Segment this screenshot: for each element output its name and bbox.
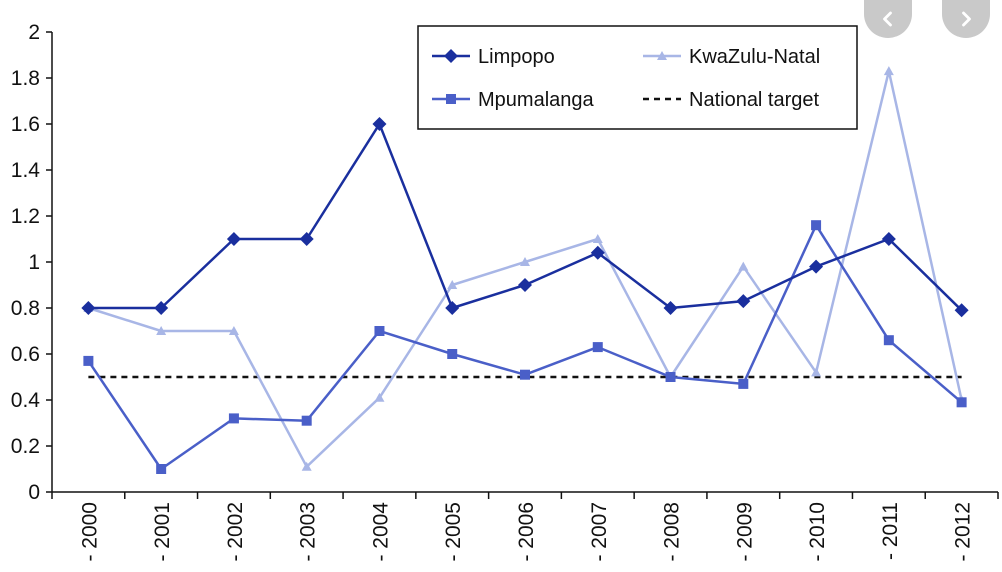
legend-marker: [444, 49, 458, 63]
legend-label: National target: [689, 89, 820, 111]
kwazulu-natal-point: [811, 367, 822, 377]
y-tick-label: 1.8: [11, 67, 40, 90]
mpumalanga-point: [83, 355, 94, 366]
legend: Limpopo KwaZulu-Natal Mpumalanga National t…: [417, 25, 858, 130]
x-tick-label: - 2005: [442, 502, 465, 562]
series-limpopo: [81, 117, 969, 318]
legend-item-mpumalanga: Mpumalanga: [432, 89, 595, 111]
legend-item-kwazulu-natal: KwaZulu-Natal: [643, 46, 820, 68]
kwazulu-natal-point: [738, 261, 749, 271]
x-tick-label: - 2006: [515, 502, 538, 562]
legend-item-limpopo: Limpopo: [432, 46, 555, 68]
mpumalanga-point: [811, 220, 822, 231]
mpumalanga-point: [956, 397, 967, 408]
legend-marker: [657, 51, 667, 60]
limpopo-point: [663, 301, 678, 315]
y-tick-label: 2: [28, 21, 40, 44]
x-tick-label: - 2007: [588, 502, 611, 562]
y-tick-label: 1: [28, 251, 40, 274]
x-tick-label: - 2000: [78, 502, 101, 562]
chevron-left-icon: [883, 11, 892, 27]
mpumalanga-point: [447, 349, 458, 359]
limpopo-point: [736, 294, 751, 309]
mpumalanga-point: [520, 369, 530, 380]
kwazulu-natal-point: [156, 326, 167, 335]
y-tick-label: 1.4: [11, 159, 41, 182]
limpopo-point: [445, 301, 460, 315]
x-tick-label: - 2003: [297, 502, 320, 562]
y-tick-label: 0.2: [11, 435, 40, 458]
x-tick-label: - 2002: [224, 502, 247, 562]
limpopo-point: [154, 301, 169, 315]
x-tick-label: - 2004: [369, 502, 392, 562]
kwazulu-natal-line: [88, 69, 963, 468]
mpumalanga-point: [156, 464, 167, 474]
series-layer: [81, 66, 969, 474]
limpopo-point: [881, 232, 896, 246]
limpopo-point: [299, 232, 314, 246]
legend-label: Mpumalanga: [478, 89, 595, 111]
legend-marker: [446, 94, 456, 104]
y-tick-label: 0.6: [11, 343, 40, 366]
chevron-right-icon: [962, 11, 971, 27]
mpumalanga-point: [665, 372, 676, 382]
kwazulu-natal-point: [374, 392, 385, 402]
kwazulu-natal-point: [520, 257, 530, 266]
x-tick-label: - 2010: [806, 502, 829, 562]
kwazulu-natal-point: [592, 234, 603, 243]
y-tick-label: 0.4: [11, 389, 41, 412]
x-tick-label: - 2001: [151, 502, 174, 562]
limpopo-point: [81, 301, 96, 315]
series-mpumalanga: [83, 220, 967, 474]
legend-label: Limpopo: [478, 46, 555, 68]
next-button[interactable]: [942, 0, 990, 38]
kwazulu-natal-point: [301, 461, 312, 471]
x-tick-label: - 2009: [733, 502, 756, 562]
x-tick-label: - 2011: [879, 502, 902, 560]
axes: 0 0.2 0.4 0.6 0.8 1 1.2 1.4 1.6 1.8 2 - 2000 - 2001 -…: [11, 21, 999, 562]
mpumalanga-point: [592, 342, 603, 353]
legend-box: [417, 25, 858, 130]
kwazulu-natal-point: [447, 280, 458, 289]
x-tick-label: - 2008: [661, 502, 684, 562]
y-tick-label: 0.8: [11, 297, 40, 320]
mpumalanga-point: [374, 326, 385, 336]
kwazulu-natal-point: [883, 66, 894, 76]
limpopo-point: [372, 117, 387, 131]
kwazulu-natal-point: [228, 326, 239, 335]
y-tick-label: 1.6: [11, 113, 40, 136]
y-tick-label: 0: [28, 481, 40, 504]
mpumalanga-point: [301, 415, 312, 426]
limpopo-point: [954, 303, 969, 318]
y-tick-label: 1.2: [11, 205, 40, 228]
mpumalanga-point: [883, 335, 894, 346]
limpopo-point: [809, 259, 824, 274]
limpopo-point: [226, 232, 241, 246]
previous-button[interactable]: [864, 0, 912, 38]
mpumalanga-point: [228, 413, 239, 424]
legend-label: KwaZulu-Natal: [689, 46, 820, 68]
legend-item-national-target: National target: [643, 89, 820, 111]
limpopo-point: [590, 245, 605, 260]
mpumalanga-point: [738, 378, 749, 389]
limpopo-point: [518, 278, 532, 292]
x-tick-label: - 2012: [952, 502, 975, 562]
